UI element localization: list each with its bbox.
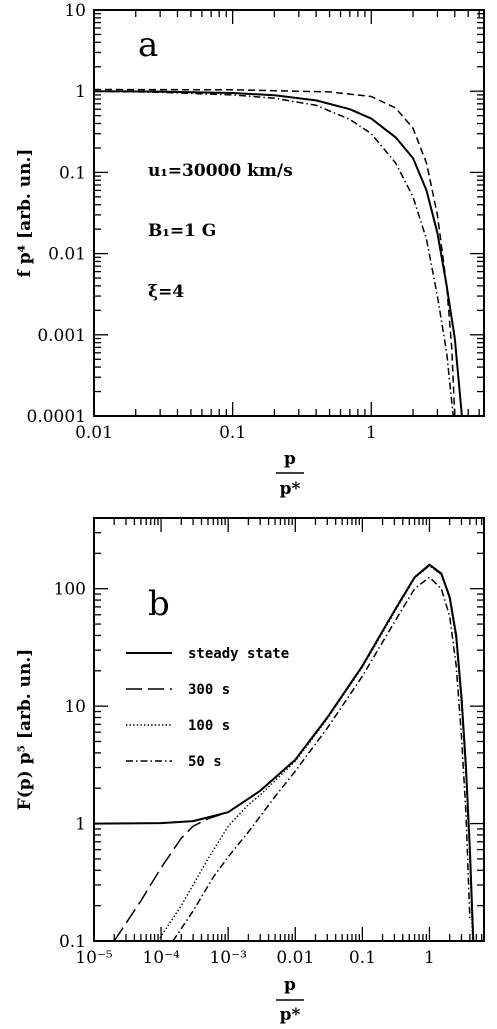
panel-b: 10⁻⁵ 10⁻⁴ 10⁻³ 0.01 0.1 1 0.1 1 10 100 steady st… (15, 517, 485, 1025)
y-tick-label: 0.01 (48, 245, 86, 265)
y-tick-label: 100 (54, 580, 86, 600)
panel-b-ytick-labels: 0.1 1 10 100 (54, 580, 86, 952)
legend-label: 50 s (188, 754, 222, 770)
y-tick-label: 1 (75, 82, 86, 102)
legend-label: 300 s (188, 682, 230, 698)
y-tick-label: 0.1 (59, 163, 86, 183)
panel-a-ticks (93, 9, 484, 417)
y-tick-label: 1 (75, 815, 86, 835)
panel-b-ylabel: F(p) p⁵ [arb. un.] (15, 649, 35, 811)
x-tick-label: 1 (366, 423, 377, 443)
panel-a-ylabel: f p⁴ [arb. un.] (15, 149, 35, 278)
y-tick-label: 0.1 (59, 932, 86, 952)
series-line-50-s (172, 576, 471, 941)
series-line-solid (94, 90, 463, 416)
panel-b-ticks (93, 517, 484, 942)
panel-a-curves (94, 88, 463, 416)
panel-a-xlabel-denominator: p* (280, 479, 301, 499)
series-line-dashdot (94, 90, 454, 416)
series-line-100-s (157, 564, 474, 941)
x-tick-label: 10⁻⁴ (142, 948, 180, 968)
x-tick-label: 10⁻⁵ (75, 948, 113, 968)
legend-label: steady state (188, 646, 289, 662)
series-line-dashed (94, 88, 456, 416)
y-tick-label: 10 (64, 697, 86, 717)
panel-a-xlabel-numerator: p (284, 449, 296, 469)
panel-b-legend: steady state 300 s 100 s 50 s (126, 646, 289, 770)
panel-b-curves (94, 563, 475, 941)
x-tick-label: 0.01 (276, 948, 314, 968)
panel-b-xtick-labels: 10⁻⁵ 10⁻⁴ 10⁻³ 0.01 0.1 1 (75, 948, 435, 968)
x-tick-label: 10⁻³ (209, 948, 246, 968)
annotation-velocity: u₁=30000 km/s (148, 161, 293, 181)
panel-b-label: b (148, 584, 170, 624)
series-line-300-s (113, 564, 475, 941)
panel-b-frame (93, 517, 485, 942)
y-tick-label: 10 (64, 1, 86, 21)
x-tick-label: 0.1 (349, 948, 376, 968)
y-tick-label: 0.001 (37, 326, 86, 346)
x-tick-label: 0.01 (75, 423, 113, 443)
x-tick-label: 0.1 (219, 423, 246, 443)
x-tick-label: 1 (424, 948, 435, 968)
y-tick-label: 0.0001 (27, 407, 86, 427)
panel-a-ytick-labels: 0.0001 0.001 0.01 0.1 1 10 (27, 1, 86, 427)
panel-b-xlabel-numerator: p (284, 975, 296, 995)
annotation-xi: ξ=4 (148, 282, 184, 302)
panel-b-xlabel-denominator: p* (280, 1005, 301, 1024)
panel-a-frame (93, 9, 485, 417)
annotation-field: B₁=1 G (148, 221, 216, 241)
legend-label: 100 s (188, 718, 230, 734)
panel-a: 0.01 0.1 1 0.0001 0.001 0.01 0.1 1 10 a u₁=3000… (15, 1, 485, 499)
panel-a-label: a (138, 25, 158, 65)
panel-a-xtick-labels: 0.01 0.1 1 (75, 423, 377, 443)
